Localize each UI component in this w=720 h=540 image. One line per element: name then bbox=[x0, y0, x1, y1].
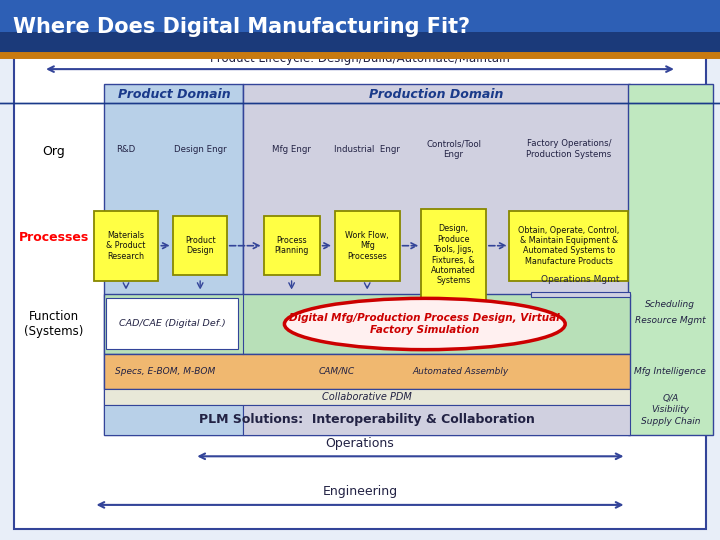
Text: Automated Assembly: Automated Assembly bbox=[413, 367, 509, 376]
Text: Function
(Systems): Function (Systems) bbox=[24, 310, 84, 338]
Text: Mfg Engr: Mfg Engr bbox=[272, 145, 311, 153]
Text: CAD/CAE (Digital Def.): CAD/CAE (Digital Def.) bbox=[119, 320, 225, 328]
Text: Operations Mgmt: Operations Mgmt bbox=[541, 275, 620, 284]
Text: Factory Operations/
Production Systems: Factory Operations/ Production Systems bbox=[526, 139, 611, 159]
Text: Org: Org bbox=[42, 145, 66, 158]
Text: Operations: Operations bbox=[325, 437, 395, 450]
Text: Obtain, Operate, Control,
& Maintain Equipment &
Automated Systems to
Manufactur: Obtain, Operate, Control, & Maintain Equ… bbox=[518, 226, 619, 266]
Ellipse shape bbox=[284, 298, 565, 350]
Text: Resource Mgmt: Resource Mgmt bbox=[635, 316, 706, 325]
Text: Where Does Digital Manufacturing Fit?: Where Does Digital Manufacturing Fit? bbox=[13, 17, 470, 37]
Text: Materials
& Product
Research: Materials & Product Research bbox=[107, 231, 145, 261]
FancyBboxPatch shape bbox=[104, 354, 630, 389]
Text: Product
Design: Product Design bbox=[185, 236, 215, 255]
FancyBboxPatch shape bbox=[421, 209, 486, 301]
FancyBboxPatch shape bbox=[335, 211, 400, 281]
FancyBboxPatch shape bbox=[628, 84, 713, 435]
FancyBboxPatch shape bbox=[104, 84, 243, 435]
Text: Work Flow,
Mfg
Processes: Work Flow, Mfg Processes bbox=[346, 231, 389, 261]
FancyBboxPatch shape bbox=[104, 294, 630, 354]
Text: Scheduling: Scheduling bbox=[645, 300, 696, 308]
FancyBboxPatch shape bbox=[106, 298, 238, 349]
Text: Mfg Intelligence: Mfg Intelligence bbox=[634, 367, 706, 376]
FancyBboxPatch shape bbox=[0, 0, 720, 54]
FancyBboxPatch shape bbox=[104, 389, 630, 405]
FancyBboxPatch shape bbox=[264, 216, 320, 275]
FancyBboxPatch shape bbox=[243, 405, 630, 435]
Text: Supply Chain: Supply Chain bbox=[641, 417, 700, 426]
FancyBboxPatch shape bbox=[94, 211, 158, 281]
Text: Design Engr: Design Engr bbox=[174, 145, 227, 153]
Text: Industrial  Engr: Industrial Engr bbox=[334, 145, 400, 153]
Text: CAM/NC: CAM/NC bbox=[319, 367, 355, 376]
Text: Engineering: Engineering bbox=[323, 485, 397, 498]
Text: Product Lifecycle: Design/Build/Automate/Maintain: Product Lifecycle: Design/Build/Automate… bbox=[210, 52, 510, 65]
FancyBboxPatch shape bbox=[531, 292, 630, 297]
Text: Visibility: Visibility bbox=[652, 405, 689, 414]
FancyBboxPatch shape bbox=[243, 84, 630, 435]
Text: Specs, E-BOM, M-BOM: Specs, E-BOM, M-BOM bbox=[115, 367, 216, 376]
Text: Digital Mfg/Production Process Design, Virtual
Factory Simulation: Digital Mfg/Production Process Design, V… bbox=[289, 313, 560, 335]
Text: Product Domain: Product Domain bbox=[117, 88, 230, 101]
FancyBboxPatch shape bbox=[174, 216, 228, 275]
FancyBboxPatch shape bbox=[104, 405, 243, 435]
Text: Collaborative PDM: Collaborative PDM bbox=[323, 392, 412, 402]
Text: Production Domain: Production Domain bbox=[369, 88, 504, 101]
FancyBboxPatch shape bbox=[14, 57, 706, 529]
Text: Controls/Tool
Engr: Controls/Tool Engr bbox=[426, 139, 481, 159]
FancyBboxPatch shape bbox=[0, 32, 720, 54]
Text: Design,
Produce
Tools, Jigs,
Fixtures, &
Automated
Systems: Design, Produce Tools, Jigs, Fixtures, &… bbox=[431, 225, 476, 285]
Text: Q/A: Q/A bbox=[662, 394, 678, 403]
Text: Process
Planning: Process Planning bbox=[274, 236, 309, 255]
Text: R&D: R&D bbox=[117, 145, 135, 153]
Text: Processes: Processes bbox=[19, 231, 89, 244]
FancyBboxPatch shape bbox=[510, 211, 628, 281]
Text: PLM Solutions:  Interoperability & Collaboration: PLM Solutions: Interoperability & Collab… bbox=[199, 413, 535, 427]
